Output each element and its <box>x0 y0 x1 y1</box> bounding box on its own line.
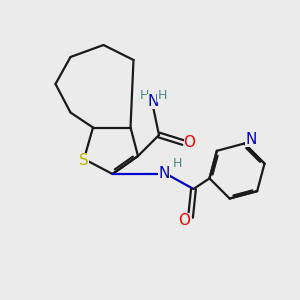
Text: H: H <box>139 88 149 102</box>
Text: H: H <box>157 88 167 102</box>
Text: N: N <box>147 94 159 110</box>
Text: O: O <box>178 213 190 228</box>
Text: O: O <box>184 135 196 150</box>
Text: N: N <box>245 132 257 147</box>
Text: N: N <box>158 166 170 181</box>
Text: H: H <box>173 157 183 170</box>
Text: S: S <box>79 153 89 168</box>
